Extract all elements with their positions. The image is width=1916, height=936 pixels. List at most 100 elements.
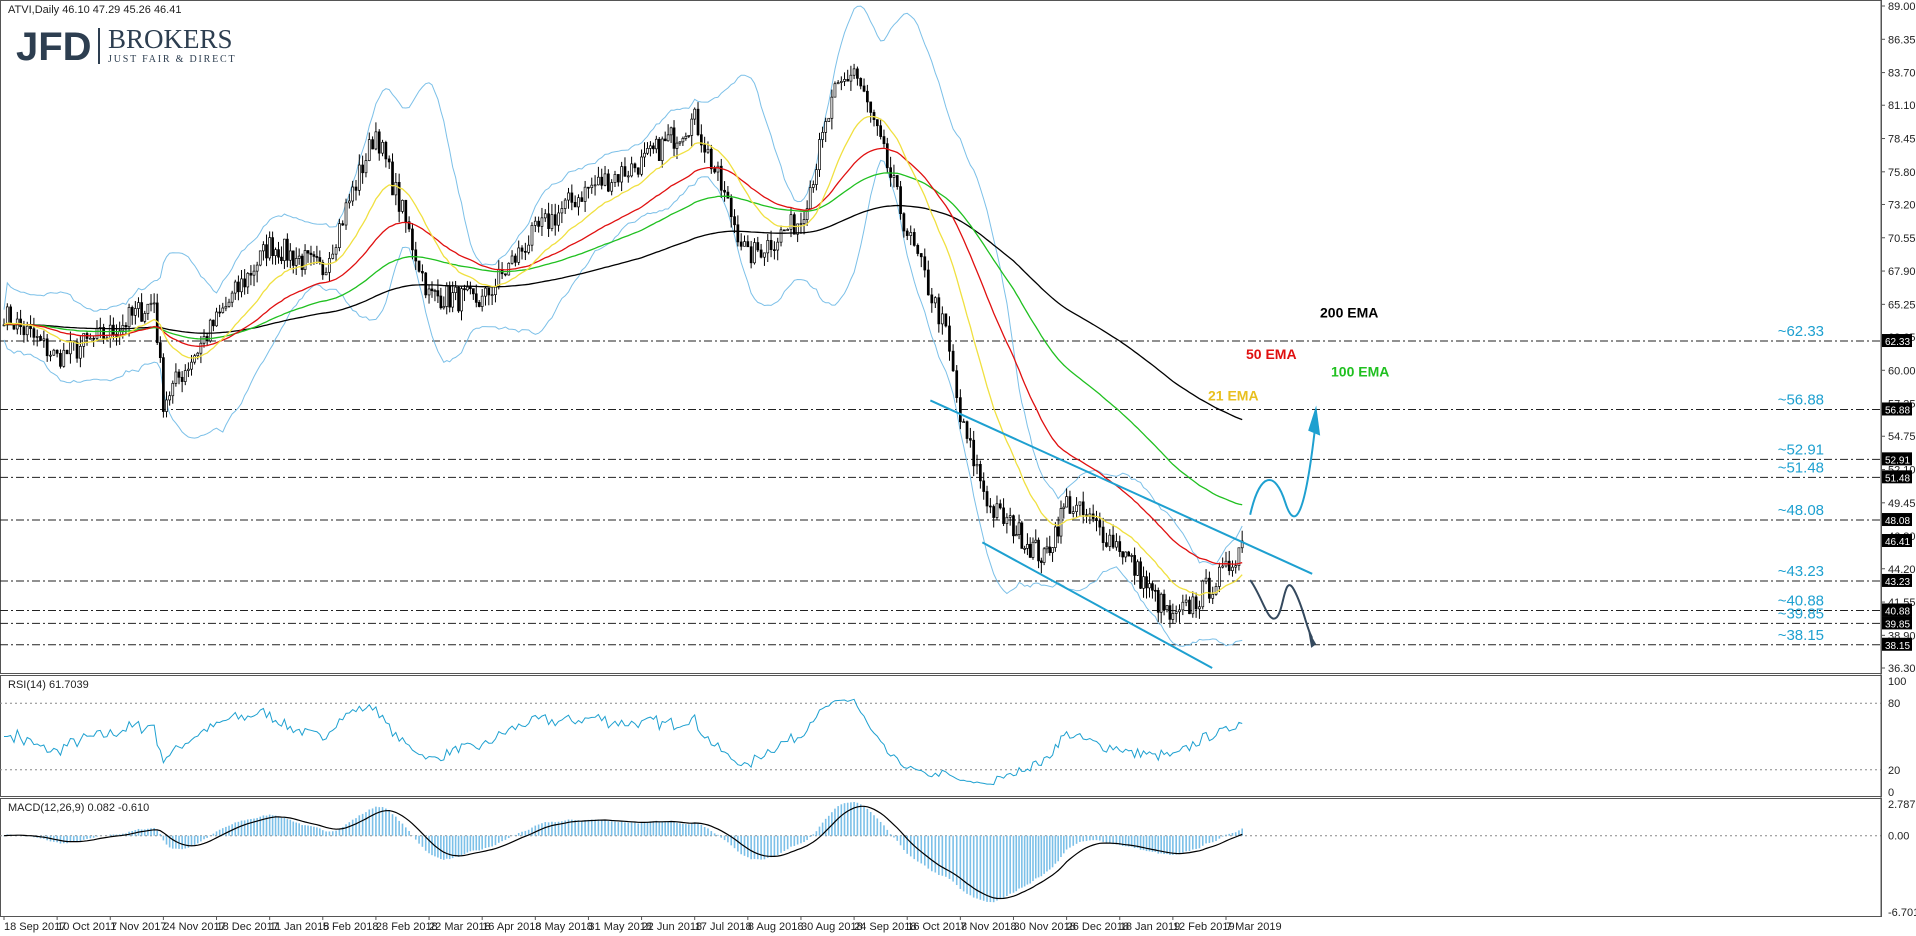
- macd-histogram-bar: [893, 835, 895, 838]
- macd-histogram-bar: [793, 835, 796, 846]
- candle: [274, 249, 277, 257]
- macd-histogram-bar: [1072, 835, 1075, 846]
- candle: [1054, 526, 1057, 548]
- macd-histogram-bar: [391, 814, 394, 836]
- rsi-line: [4, 698, 1243, 786]
- macd-histogram-bar: [750, 835, 752, 860]
- macd-histogram-bar: [475, 835, 478, 851]
- macd-histogram-bar: [790, 835, 792, 847]
- level-label: ~51.48: [1778, 459, 1824, 476]
- candle: [623, 166, 627, 177]
- candle: [130, 307, 134, 316]
- candle: [124, 325, 128, 328]
- candle: [533, 220, 537, 226]
- macd-tick-label: 0.00: [1888, 831, 1909, 843]
- macd-panel: [0, 798, 1882, 917]
- macd-histogram-bar: [162, 835, 165, 841]
- macd-histogram-bar: [614, 821, 616, 836]
- candle: [869, 101, 873, 113]
- candle: [739, 241, 743, 247]
- date-tick-label: 7 Mar 2019: [1226, 921, 1282, 933]
- macd-histogram-bar: [1130, 835, 1133, 847]
- candle: [187, 368, 190, 371]
- candle: [560, 208, 564, 214]
- macd-histogram-bar: [1065, 835, 1068, 850]
- date-tick-label: 18 Jan 2019: [1120, 921, 1181, 933]
- candle: [417, 260, 421, 272]
- macd-histogram-bar: [501, 835, 503, 842]
- macd-histogram-bar: [783, 835, 786, 851]
- candle: [523, 250, 527, 253]
- date-tick-label: 16 Apr 2018: [482, 921, 541, 933]
- candle: [463, 288, 466, 291]
- candle: [603, 173, 607, 186]
- macd-histogram-bar: [404, 827, 407, 836]
- macd-histogram-bar: [1060, 835, 1062, 858]
- ema-21-label: 21 EMA: [1208, 387, 1259, 403]
- macd-histogram-bar: [697, 823, 699, 836]
- candle: [168, 395, 171, 401]
- candle: [361, 164, 364, 174]
- candle: [703, 144, 707, 153]
- macd-histogram-bar: [1157, 835, 1160, 854]
- candle: [879, 125, 883, 137]
- candle: [1037, 539, 1040, 562]
- macd-histogram-bar: [215, 831, 218, 836]
- candle: [779, 229, 783, 243]
- macd-histogram-bar: [934, 835, 937, 873]
- candle: [713, 168, 716, 173]
- macd-histogram-bar: [1002, 835, 1005, 898]
- candle: [471, 288, 475, 295]
- candle: [445, 285, 449, 307]
- date-tick-label: 10 Oct 2017: [57, 921, 117, 933]
- level-label: ~40.88: [1778, 592, 1824, 609]
- macd-histogram-bar: [531, 827, 533, 836]
- macd-histogram-bar: [717, 834, 719, 836]
- macd-histogram-bar: [955, 835, 958, 886]
- candle: [246, 273, 250, 288]
- macd-histogram-bar: [301, 825, 303, 836]
- candle: [1174, 611, 1178, 614]
- candle: [401, 199, 404, 212]
- macd-histogram-bar: [368, 809, 371, 836]
- macd-histogram-bar: [527, 829, 530, 836]
- candle: [140, 302, 143, 322]
- macd-histogram-bar: [203, 835, 205, 840]
- macd-histogram-bar: [1241, 828, 1243, 836]
- candle: [1081, 501, 1085, 516]
- candle: [944, 313, 948, 327]
- macd-histogram-bar: [700, 825, 703, 836]
- macd-histogram-bar: [1166, 835, 1168, 855]
- date-tick-label: 22 Jun 2018: [642, 921, 703, 933]
- candle: [158, 342, 162, 358]
- macd-histogram-bar: [1046, 835, 1048, 872]
- macd-histogram-bar: [982, 835, 985, 901]
- candle: [252, 270, 256, 276]
- macd-histogram-bar: [620, 821, 623, 836]
- candle: [940, 313, 944, 325]
- macd-histogram-bar: [679, 823, 681, 836]
- candle: [268, 237, 272, 259]
- macd-histogram-bar: [846, 802, 849, 836]
- macd-histogram-bar: [371, 808, 374, 836]
- candle: [451, 292, 455, 308]
- candle: [613, 174, 617, 183]
- macd-histogram-bar: [637, 823, 640, 836]
- macd-histogram-bar: [1169, 835, 1171, 855]
- candle: [563, 199, 567, 209]
- macd-histogram-bar: [952, 835, 954, 882]
- macd-histogram-bar: [821, 822, 824, 836]
- level-label: ~39.85: [1778, 605, 1824, 622]
- macd-histogram-bar: [883, 825, 885, 836]
- macd-histogram-bar: [737, 835, 739, 852]
- logo-divider: [98, 28, 100, 64]
- candle: [1065, 496, 1068, 508]
- macd-histogram-bar: [1163, 835, 1165, 855]
- macd-histogram-bar: [304, 825, 306, 836]
- macd-histogram-bar: [989, 835, 992, 903]
- macd-histogram-bar: [948, 835, 951, 879]
- candle: [303, 250, 307, 270]
- candle: [1153, 589, 1157, 592]
- macd-histogram-bar: [328, 831, 331, 836]
- macd-histogram-bar: [610, 821, 613, 836]
